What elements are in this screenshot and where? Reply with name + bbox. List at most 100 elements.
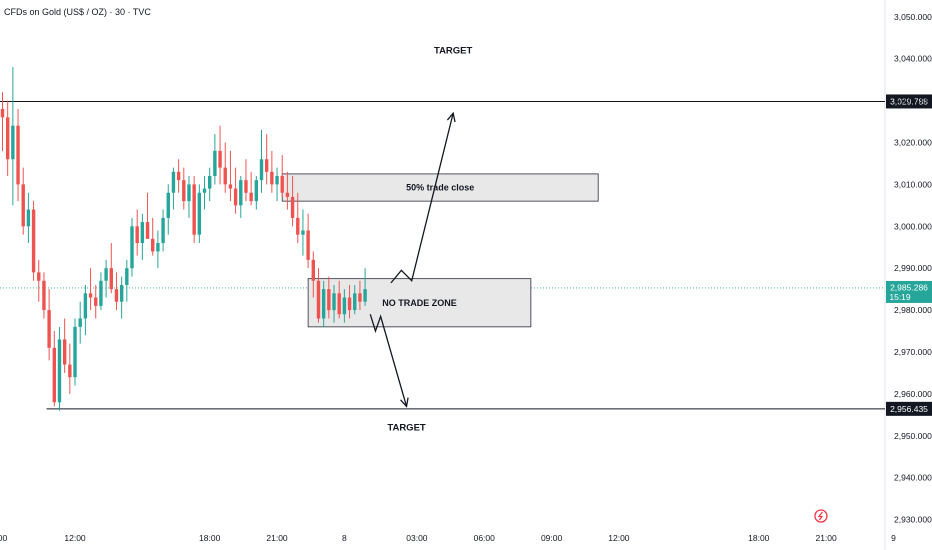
x-tick-label: 12:00 — [608, 533, 630, 543]
candle-up — [332, 293, 336, 311]
candle-up — [208, 176, 212, 189]
candle-down — [109, 268, 113, 290]
time-axis[interactable]: 00 12:00 18:00 21:00 8 03:00 06:00 09:00 12:00 18… — [0, 533, 932, 543]
arrow-down — [369, 314, 408, 407]
candle-down — [306, 230, 310, 260]
countdown-label: 15:19 — [889, 292, 911, 302]
candle-down — [311, 259, 315, 281]
candle-up — [363, 289, 367, 302]
candle-up — [78, 318, 82, 327]
candle-down — [358, 293, 362, 302]
candle-down — [290, 196, 295, 218]
candle-down — [285, 192, 290, 197]
event-icons[interactable] — [814, 509, 932, 523]
candle-down — [16, 125, 20, 185]
candle-down — [244, 180, 248, 193]
candle-up — [99, 280, 103, 306]
candle-down — [151, 238, 155, 252]
candle-up — [83, 293, 88, 319]
arrow-up-head — [446, 111, 456, 123]
candle-up — [119, 284, 124, 302]
x-tick-label: 18:00 — [199, 533, 221, 543]
y-tick-label: 3,040.000 — [894, 54, 932, 64]
candle-up — [259, 159, 264, 181]
candle-down — [52, 347, 56, 403]
candle-down — [347, 297, 352, 311]
candles — [0, 67, 367, 411]
candle-down — [88, 293, 93, 298]
candle-down — [270, 171, 274, 185]
target-label: TARGET — [434, 45, 473, 56]
candle-up — [254, 180, 259, 202]
candle-up — [275, 176, 279, 185]
y-tick-label: 2,960.000 — [894, 389, 932, 399]
candle-up — [213, 150, 217, 176]
candle-up — [125, 268, 129, 285]
candle-down — [249, 192, 253, 202]
candle-down — [42, 280, 46, 311]
y-tick-label: 3,050.000 — [894, 12, 932, 22]
candle-down — [223, 167, 227, 185]
candle-down — [145, 222, 150, 239]
candle-up — [57, 339, 62, 403]
x-tick-label: 09:00 — [541, 533, 563, 543]
candle-down — [135, 226, 139, 244]
candle-up — [353, 293, 357, 311]
level-label-bg — [886, 94, 932, 109]
candle-up — [187, 184, 191, 202]
candle-up — [161, 217, 165, 244]
candle-down — [182, 180, 186, 202]
candle-up — [140, 222, 145, 244]
candle-down — [176, 171, 181, 181]
candle-down — [228, 184, 233, 189]
arrow-down-head — [400, 397, 409, 408]
candle-up — [26, 209, 31, 227]
price-axis[interactable]: 3,050.000 3,040.000 3,030.000 3,020.000 3,01… — [894, 12, 932, 525]
zone-box — [281, 173, 599, 202]
x-tick-label: 06:00 — [474, 533, 496, 543]
candle-down — [280, 176, 284, 193]
annotations: TARGET TARGET — [387, 45, 472, 433]
candle-up — [156, 243, 160, 252]
lightning-bolt — [817, 511, 824, 521]
y-tick-label: 2,940.000 — [894, 473, 932, 483]
candle-up — [73, 326, 77, 378]
level-label: 2,956.435 — [890, 404, 928, 414]
arrows — [369, 111, 456, 408]
candle-down — [327, 289, 331, 311]
x-tick-label: 9 — [891, 533, 896, 543]
zone-label: 50% trade close — [406, 183, 474, 193]
y-tick-label: 2,980.000 — [894, 305, 932, 315]
zone-label: NO TRADE ZONE — [382, 298, 457, 308]
x-tick-label: 03:00 — [406, 533, 428, 543]
target-label: TARGET — [387, 422, 426, 433]
x-tick-label: 18:00 — [748, 533, 770, 543]
y-tick-label: 2,990.000 — [894, 263, 932, 273]
candle-down — [94, 297, 98, 306]
candle-up — [11, 125, 15, 160]
candle-up — [239, 180, 243, 206]
candle-up — [202, 188, 207, 193]
level-label-bg — [886, 401, 932, 416]
x-tick-label: 21:00 — [815, 533, 837, 543]
arrow-up — [390, 112, 454, 284]
candle-down — [68, 364, 72, 378]
x-tick-label: 12:00 — [64, 533, 86, 543]
y-tick-label: 3,010.000 — [894, 179, 932, 189]
x-tick-label: 21:00 — [266, 533, 288, 543]
candle-up — [342, 297, 347, 315]
current-price-label-bg — [886, 280, 932, 303]
candle-down — [0, 108, 5, 118]
candle-down — [21, 184, 25, 227]
candle-down — [37, 272, 41, 281]
price-levels: 3,029.788 2,956.435 — [0, 94, 932, 416]
candle-down — [47, 310, 51, 348]
candle-up — [321, 289, 326, 319]
y-tick-label: 3,020.000 — [894, 137, 932, 147]
y-tick-label: 3,000.000 — [894, 221, 932, 231]
x-tick-label: 00 — [0, 533, 7, 543]
candle-down — [316, 280, 321, 319]
y-tick-label: 2,950.000 — [894, 431, 932, 441]
